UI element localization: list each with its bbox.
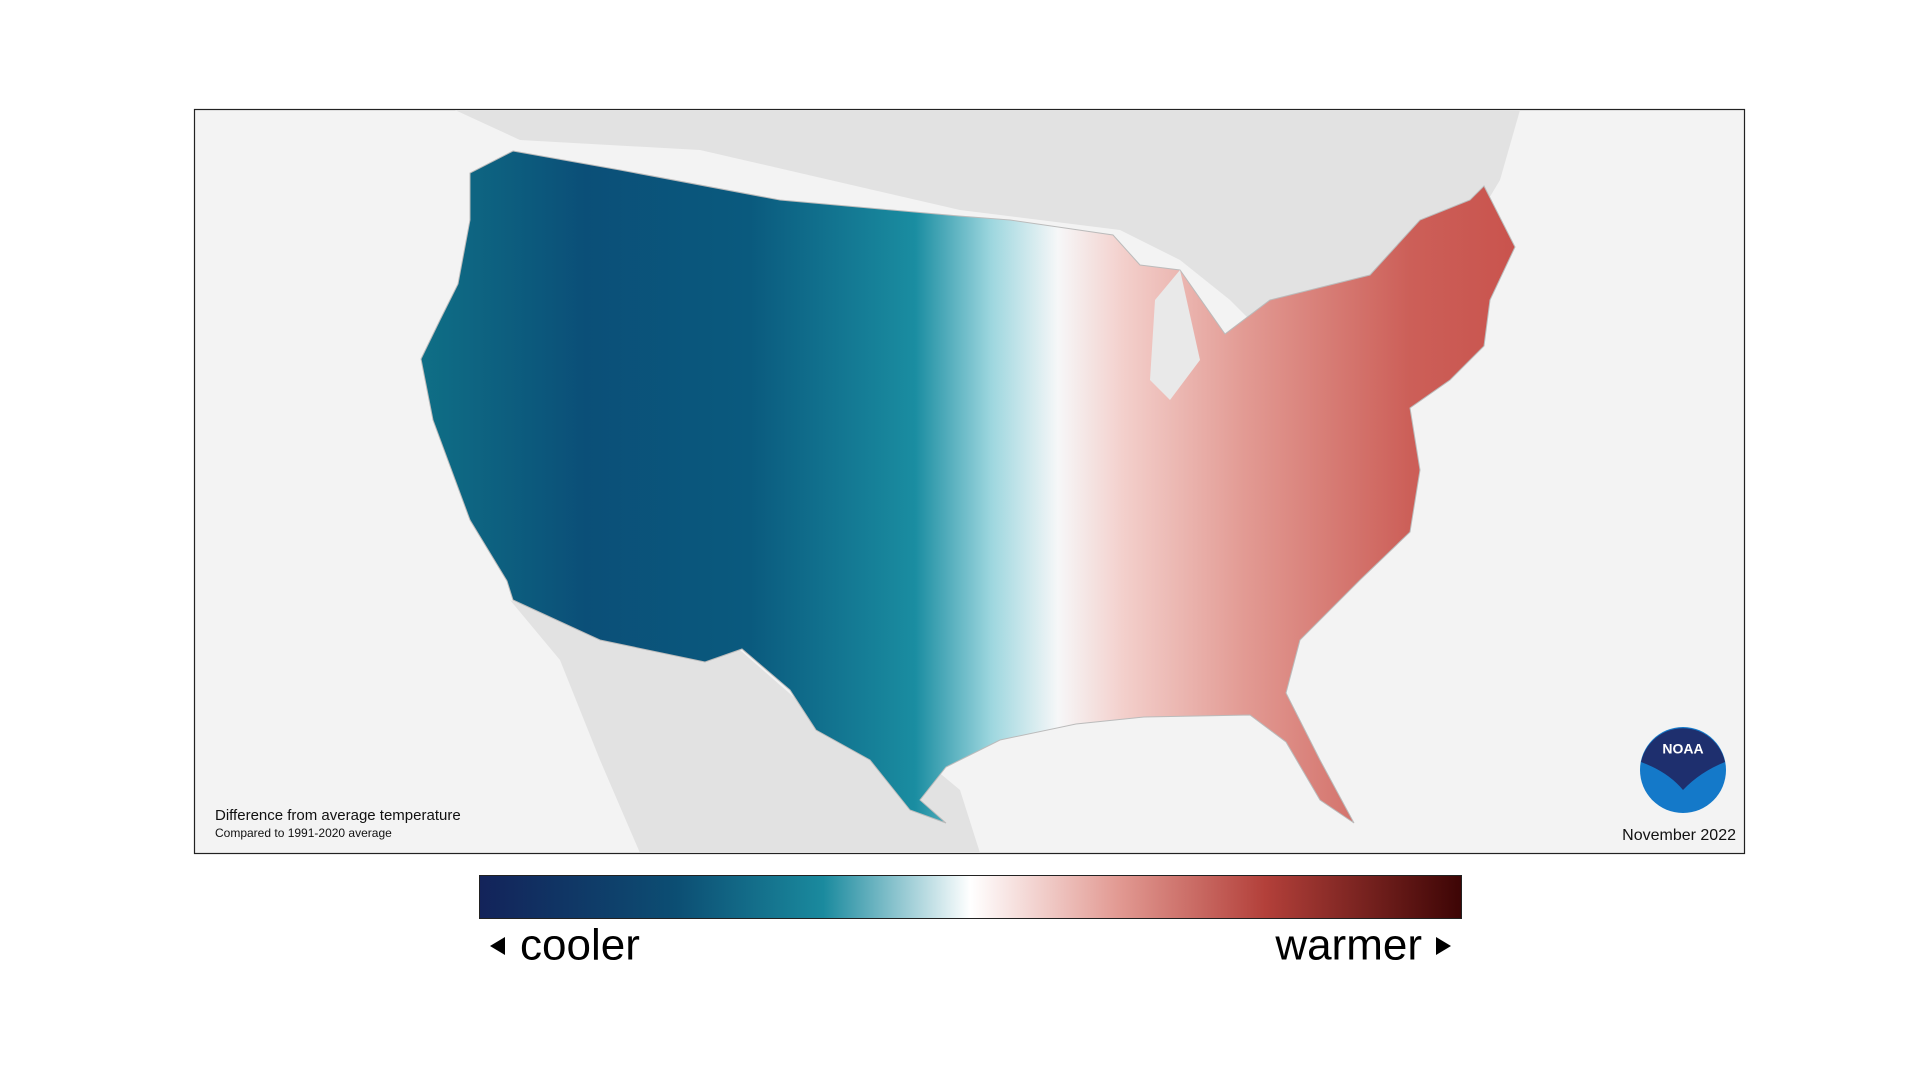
map-note: Compared to 1991-2020 average	[215, 826, 392, 840]
color-bar	[479, 875, 1462, 919]
warmer-arrow	[1436, 937, 1451, 955]
legend-low: cooler	[520, 921, 640, 970]
logo-top	[1641, 728, 1725, 790]
noaa-logo: NOAA	[1640, 727, 1726, 813]
canada-land	[455, 110, 1520, 330]
legend-high: warmer	[1274, 921, 1422, 970]
map-caption: Difference from average temperature	[215, 807, 461, 824]
lake-michigan	[1150, 270, 1200, 400]
temperature-map	[420, 150, 1516, 824]
cooler-arrow	[490, 937, 505, 955]
map-date: November 2022	[1622, 827, 1736, 844]
logo-text: NOAA	[1662, 741, 1703, 757]
mexico-land	[510, 600, 980, 853]
